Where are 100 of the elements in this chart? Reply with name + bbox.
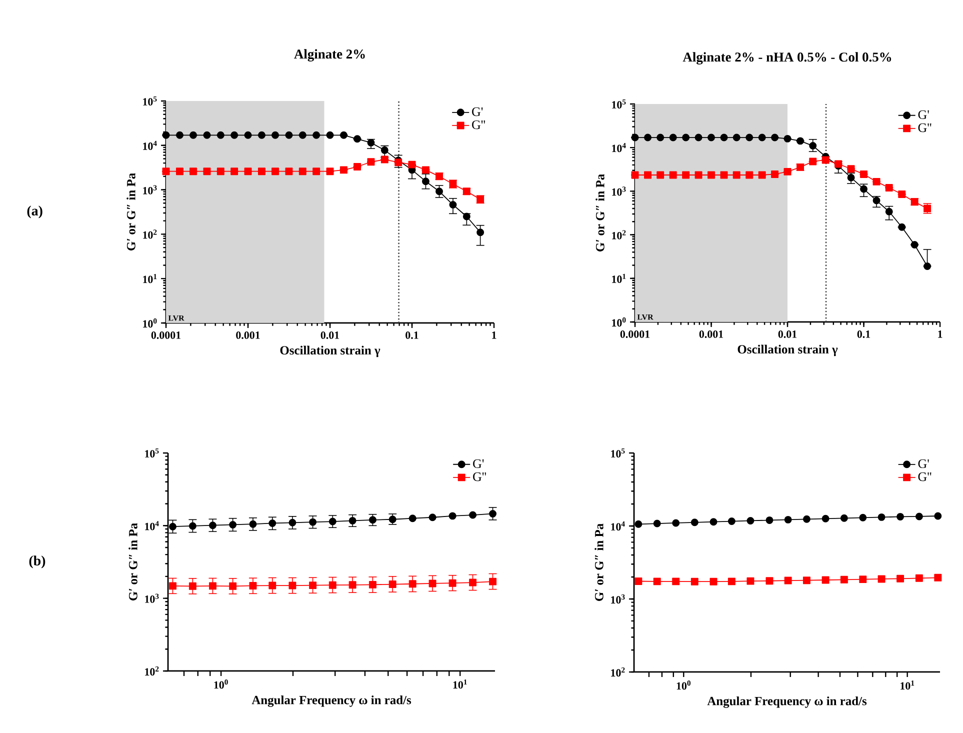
point xyxy=(312,168,320,176)
point xyxy=(285,168,293,176)
point xyxy=(746,171,754,179)
y-tick-label: 10$^{4}$ xyxy=(612,143,626,152)
x-axis-title: Oscillation strain γ xyxy=(280,346,380,358)
point xyxy=(462,212,470,220)
y-tick-label: 10$^{2}$ xyxy=(612,230,626,240)
point xyxy=(216,168,224,176)
point xyxy=(809,158,817,166)
x-axis-title: Angular Frequency ω in rad/s xyxy=(707,696,867,708)
point xyxy=(847,165,855,173)
point xyxy=(489,578,496,586)
point xyxy=(244,131,252,139)
point xyxy=(230,131,238,139)
point xyxy=(288,518,296,526)
y-tick-label: 10$^{2}$ xyxy=(611,667,625,677)
point xyxy=(208,522,216,530)
point xyxy=(898,223,906,231)
point xyxy=(910,241,918,249)
point xyxy=(258,168,266,176)
point xyxy=(190,168,197,176)
point xyxy=(732,134,740,142)
x-tick-label: 0.1 xyxy=(406,332,418,339)
point xyxy=(449,201,457,208)
x-tick-label: 10$^{0}$ xyxy=(676,680,690,690)
point xyxy=(809,142,817,150)
point xyxy=(408,514,416,522)
x-tick-label: 0.01 xyxy=(778,330,797,338)
point xyxy=(448,579,456,587)
point xyxy=(708,134,715,142)
point xyxy=(690,518,698,526)
point xyxy=(710,578,718,586)
point xyxy=(872,178,880,186)
point xyxy=(326,168,334,176)
point xyxy=(268,519,276,527)
point xyxy=(367,158,375,166)
point xyxy=(694,134,702,142)
y-tick-label: 10$^{4}$ xyxy=(611,521,625,531)
y-axis-title: G′ or G″ in Pa xyxy=(126,173,136,250)
point xyxy=(436,188,443,196)
point xyxy=(728,518,736,526)
point xyxy=(162,168,170,176)
point xyxy=(328,518,336,526)
y-tick-label: 10$^{1}$ xyxy=(612,274,626,283)
point xyxy=(380,146,388,154)
point xyxy=(915,512,923,520)
x-tick-label: 0.0001 xyxy=(620,330,650,338)
x-axis-title: Angular Frequency ω in rad/s xyxy=(252,696,412,707)
point xyxy=(802,576,810,584)
point xyxy=(203,168,211,176)
point xyxy=(766,577,774,585)
x-axis-title: Oscillation strain γ xyxy=(738,344,838,356)
legend-label: G' xyxy=(918,110,929,120)
y-axis-title: G′ or G″ in Pa xyxy=(596,174,604,252)
point xyxy=(720,171,728,179)
point xyxy=(669,171,677,179)
point xyxy=(784,134,792,142)
y-tick-label: 10$^{0}$ xyxy=(143,318,157,328)
point xyxy=(672,578,680,586)
point xyxy=(169,582,176,590)
point xyxy=(367,138,375,146)
point xyxy=(368,580,376,588)
point xyxy=(176,168,184,176)
point xyxy=(422,178,430,186)
point xyxy=(380,156,388,164)
legend-label: G'' xyxy=(918,472,932,482)
point xyxy=(771,170,779,178)
text: (b) xyxy=(29,556,46,568)
point xyxy=(672,519,680,527)
y-axis-title: G′ or G″ in Pa xyxy=(128,523,138,600)
point xyxy=(631,134,639,142)
point xyxy=(784,576,792,584)
point xyxy=(644,134,652,142)
y-tick-label: 10$^{5}$ xyxy=(611,448,625,458)
y-tick-label: 10$^{5}$ xyxy=(145,448,159,458)
point xyxy=(208,582,216,590)
point xyxy=(758,134,766,142)
legend-label: G' xyxy=(918,459,929,468)
point xyxy=(896,574,904,582)
point xyxy=(840,514,848,522)
x-tick-label: 1 xyxy=(492,331,496,339)
point xyxy=(746,517,754,524)
point xyxy=(653,520,661,528)
point xyxy=(285,131,293,139)
point xyxy=(340,131,348,139)
y-tick-label: 10$^{3}$ xyxy=(143,185,157,194)
point xyxy=(354,135,361,143)
point xyxy=(354,163,361,170)
point xyxy=(924,262,932,270)
point xyxy=(653,578,661,586)
point xyxy=(249,582,257,590)
point xyxy=(249,520,257,528)
x-tick-label: 0.001 xyxy=(699,330,724,338)
point xyxy=(710,518,718,526)
legend-label: G'' xyxy=(472,120,485,130)
point xyxy=(162,131,170,139)
point xyxy=(915,574,923,582)
point xyxy=(469,578,476,586)
point xyxy=(422,166,430,174)
point xyxy=(885,184,893,192)
